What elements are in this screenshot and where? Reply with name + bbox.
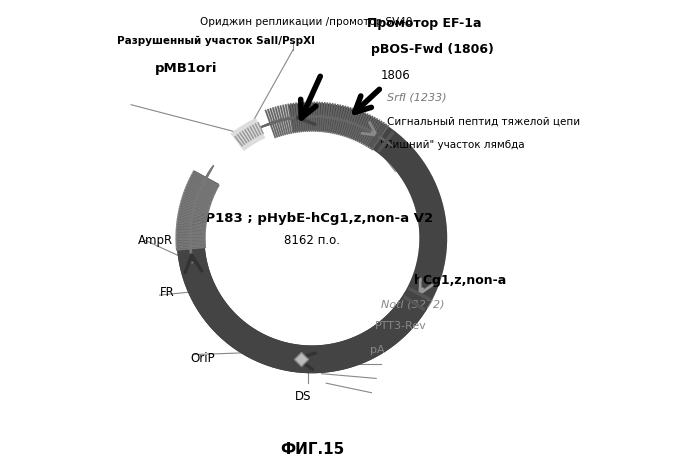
Text: Разрушенный участок SalI/PspXI: Разрушенный участок SalI/PspXI	[117, 36, 315, 46]
Text: Промотор EF-1a: Промотор EF-1a	[367, 17, 481, 30]
Text: "Лишний" участок лямбда: "Лишний" участок лямбда	[380, 140, 524, 150]
Text: Ориджин репликации /промотор SV40: Ориджин репликации /промотор SV40	[200, 17, 412, 27]
Text: pA: pA	[370, 345, 385, 355]
Text: ФИГ.15: ФИГ.15	[280, 442, 344, 457]
Text: NotI (3272): NotI (3272)	[381, 300, 444, 310]
Text: hCg1,z,non-a: hCg1,z,non-a	[414, 274, 507, 287]
Text: 1806: 1806	[381, 69, 411, 82]
Text: OriP: OriP	[190, 352, 215, 365]
Text: 8162 п.о.: 8162 п.о.	[284, 234, 340, 247]
Text: AmpR: AmpR	[138, 234, 174, 247]
Text: DS: DS	[295, 390, 312, 403]
Text: pJP183 ; pHybE-hCg1,z,non-a V2: pJP183 ; pHybE-hCg1,z,non-a V2	[191, 212, 433, 226]
Text: PTT3-Rev: PTT3-Rev	[375, 321, 427, 331]
Text: pBOS-Fwd (1806): pBOS-Fwd (1806)	[372, 43, 494, 56]
Text: FR: FR	[160, 286, 174, 299]
Text: pMB1ori: pMB1ori	[155, 62, 217, 75]
Text: Сигнальный пептид тяжелой цепи: Сигнальный пептид тяжелой цепи	[387, 117, 580, 127]
Text: SrfI (1233): SrfI (1233)	[387, 93, 447, 103]
